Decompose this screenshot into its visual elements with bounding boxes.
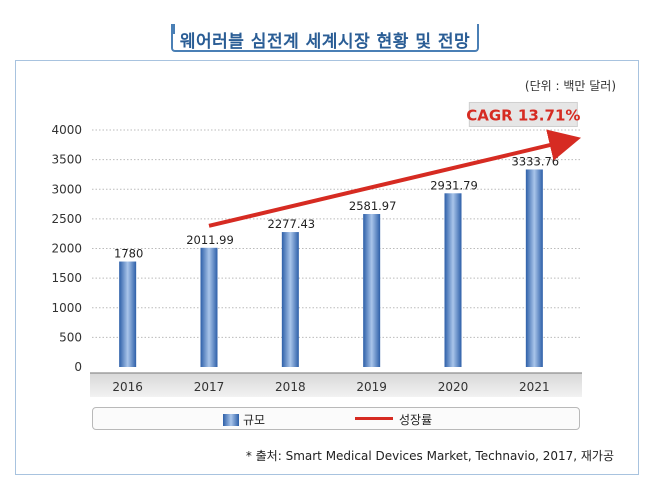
trend-arrow: [208, 129, 582, 228]
x-tick-label: 2018: [275, 380, 306, 394]
legend-item-bar: 규모: [223, 411, 265, 428]
y-tick-label: 1500: [51, 271, 82, 285]
cagr-box: [468, 101, 578, 127]
chart-title-box: 웨어러블 심전계 세계시장 현황 및 전망: [171, 24, 479, 52]
bar: [200, 247, 218, 367]
legend-bar-swatch: [223, 414, 239, 426]
data-label: 2581.97: [349, 199, 397, 213]
y-tick-label: 3500: [51, 153, 82, 167]
bar: [363, 214, 381, 367]
x-tick-label: 2017: [194, 380, 225, 394]
data-label: 2277.43: [268, 217, 316, 231]
y-tick-label: 0: [74, 360, 82, 374]
data-label: 2931.79: [430, 178, 478, 192]
data-label: 1780: [114, 247, 143, 261]
y-tick-label: 500: [59, 330, 82, 344]
cagr-label: CAGR 13.71%: [466, 106, 580, 124]
x-axis-band: [90, 373, 582, 397]
legend: 규모 성장률: [92, 407, 580, 430]
x-tick-label: 2020: [438, 380, 469, 394]
x-tick-label: 2021: [519, 380, 550, 394]
bar: [119, 261, 137, 367]
y-tick-label: 3000: [51, 182, 82, 196]
x-tick-label: 2016: [112, 380, 143, 394]
legend-line-swatch: [355, 417, 393, 420]
y-tick-label: 2000: [51, 242, 82, 256]
y-tick-label: 2500: [51, 212, 82, 226]
bar: [444, 193, 462, 367]
legend-item-line: 성장률: [355, 411, 432, 428]
x-tick-label: 2019: [356, 380, 387, 394]
legend-line-label: 성장률: [399, 413, 433, 427]
chart-title: 웨어러블 심전계 세계시장 현황 및 전망: [179, 32, 471, 52]
bar: [281, 232, 299, 367]
unit-label: (단위 : 백만 달러): [524, 79, 616, 93]
y-tick-label: 4000: [51, 123, 82, 137]
bar: [525, 169, 543, 367]
legend-bar-label: 규모: [243, 413, 266, 427]
cagr-callout: CAGR 13.71%: [466, 101, 580, 127]
source-note: * 출처: Smart Medical Devices Market, Tech…: [245, 449, 614, 463]
data-label: 3333.76: [512, 154, 560, 168]
y-tick-label: 1000: [51, 301, 82, 315]
data-label: 2011.99: [186, 233, 234, 247]
